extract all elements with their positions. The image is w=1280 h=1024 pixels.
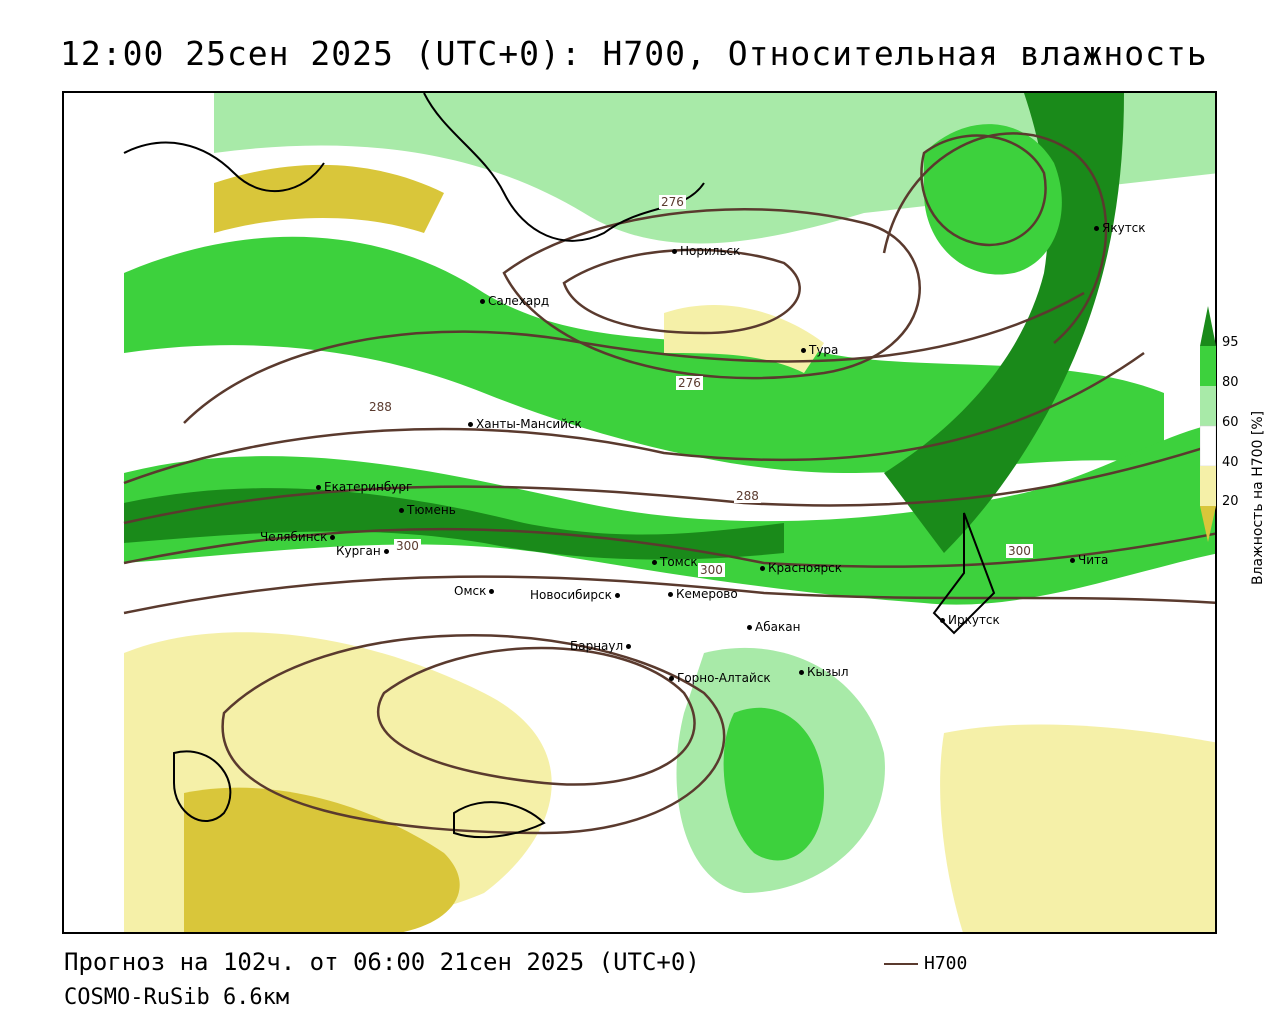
- city-label: Курган: [336, 544, 381, 558]
- city-dot: [330, 535, 336, 540]
- city-dot: [316, 485, 321, 490]
- colorbar-tick: 80: [1222, 375, 1239, 390]
- city-marker: Тюмень: [399, 503, 456, 517]
- city-label: Чита: [1078, 553, 1109, 567]
- city-marker: Кызыл: [799, 665, 849, 679]
- city-marker: Барнаул: [570, 639, 634, 653]
- city-label: Тура: [809, 343, 839, 357]
- city-label: Барнаул: [570, 639, 624, 653]
- city-marker: Новосибирск: [530, 588, 623, 602]
- isoline-label: 300: [394, 539, 421, 553]
- colorbar-tick: 95: [1222, 335, 1239, 350]
- city-marker: Курган: [336, 544, 392, 558]
- city-label: Томск: [660, 555, 698, 569]
- city-label: Новосибирск: [530, 588, 612, 602]
- city-marker: Омск: [454, 584, 497, 598]
- city-label: Красноярск: [768, 561, 842, 575]
- city-dot: [383, 549, 389, 554]
- isoline-label: 276: [676, 376, 703, 390]
- humidity-colorbar: [1200, 306, 1216, 542]
- city-label: Горно-Алтайск: [677, 671, 771, 685]
- city-label: Салехард: [488, 294, 550, 308]
- city-label: Екатеринбург: [324, 480, 413, 494]
- city-marker: Тура: [801, 343, 838, 357]
- city-label: Иркутск: [948, 613, 1000, 627]
- city-label: Омск: [454, 584, 487, 598]
- city-marker: Иркутск: [940, 613, 1000, 627]
- h700-legend-label: H700: [924, 953, 968, 974]
- isoline-label: 288: [367, 400, 394, 414]
- city-dot: [669, 676, 674, 681]
- map-title: 12:00 25сен 2025 (UTC+0): H700, Относите…: [60, 34, 1208, 73]
- forecast-info: Прогноз на 102ч. от 06:00 21сен 2025 (UT…: [64, 948, 700, 976]
- isoline-label: 300: [698, 563, 725, 577]
- city-dot: [652, 560, 657, 565]
- isoline-label: 276: [659, 195, 686, 209]
- humidity-field: [64, 93, 1215, 932]
- city-marker: Горно-Алтайск: [669, 671, 771, 685]
- colorbar-title: Влажность на H700 [%]: [1250, 410, 1266, 585]
- city-marker: Томск: [652, 555, 698, 569]
- city-marker: Кемерово: [668, 587, 738, 601]
- city-marker: Салехард: [480, 294, 549, 308]
- city-label: Якутск: [1102, 221, 1146, 235]
- city-dot: [614, 593, 620, 598]
- city-label: Ханты-Мансийск: [476, 417, 582, 431]
- city-dot: [489, 589, 495, 594]
- city-marker: Екатеринбург: [316, 480, 412, 494]
- city-label: Челябинск: [260, 530, 328, 544]
- isoline-label: 288: [734, 489, 761, 503]
- city-dot: [1094, 226, 1099, 231]
- city-marker: Ханты-Мансийск: [468, 417, 582, 431]
- colorbar-tick: 40: [1222, 455, 1239, 470]
- city-label: Тюмень: [407, 503, 456, 517]
- city-dot: [480, 299, 485, 304]
- city-marker: Челябинск: [260, 530, 338, 544]
- h700-line-swatch: [884, 963, 918, 965]
- city-label: Абакан: [755, 620, 801, 634]
- city-marker: Чита: [1070, 553, 1108, 567]
- city-dot: [940, 618, 945, 623]
- city-dot: [801, 348, 806, 353]
- city-dot: [399, 508, 404, 513]
- city-dot: [1070, 558, 1075, 563]
- model-name: COSMO-RuSib 6.6км: [64, 985, 290, 1010]
- city-label: Кызыл: [807, 665, 849, 679]
- city-marker: Красноярск: [760, 561, 842, 575]
- isoline-label: 300: [1006, 544, 1033, 558]
- city-dot: [747, 625, 752, 630]
- city-label: Норильск: [680, 244, 741, 258]
- humidity-map[interactable]: 276 276 288 288 300 300 300 Якутск Норил…: [62, 91, 1217, 934]
- city-dot: [668, 592, 673, 597]
- city-dot: [626, 644, 632, 649]
- city-label: Кемерово: [676, 587, 738, 601]
- city-dot: [799, 670, 804, 675]
- city-dot: [672, 249, 677, 254]
- city-dot: [760, 566, 765, 571]
- colorbar-tick: 60: [1222, 415, 1239, 430]
- city-dot: [468, 422, 473, 427]
- city-marker: Норильск: [672, 244, 740, 258]
- colorbar-tick: 20: [1222, 494, 1239, 509]
- city-marker: Абакан: [747, 620, 800, 634]
- h700-legend: H700: [884, 953, 967, 974]
- city-marker: Якутск: [1094, 221, 1146, 235]
- h700-isolines: [123, 132, 1215, 835]
